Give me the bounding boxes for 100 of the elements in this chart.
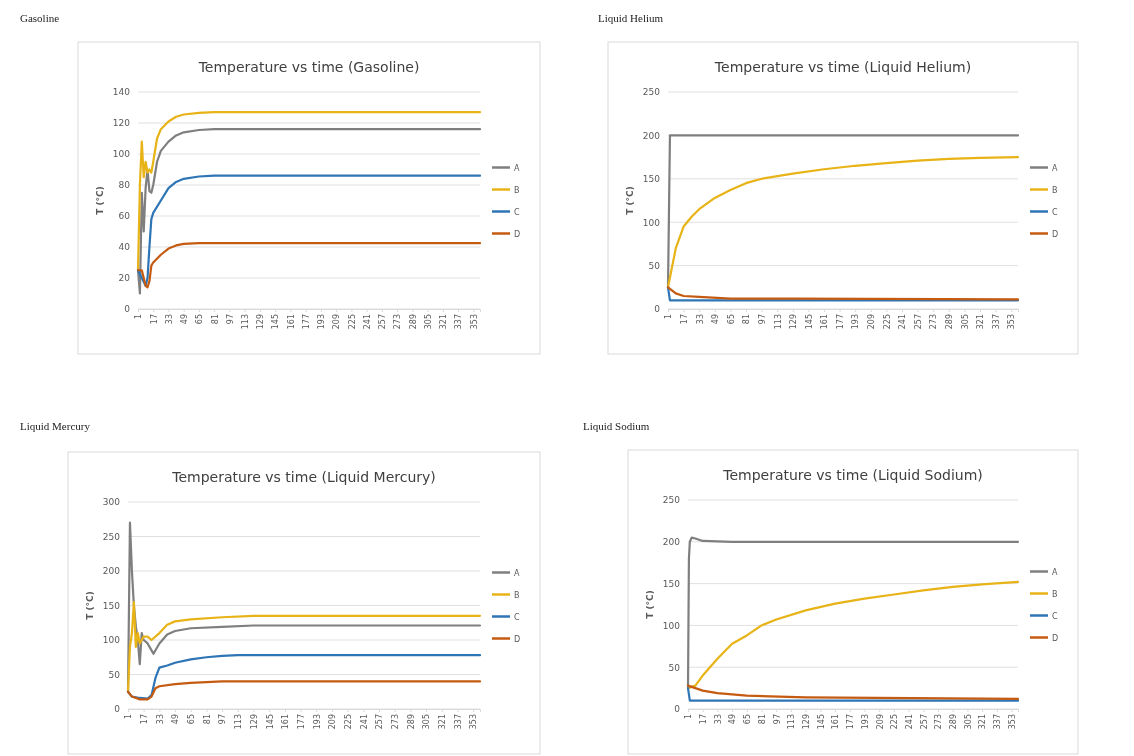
x-tick-label: 97 xyxy=(757,314,767,325)
x-tick-label: 65 xyxy=(743,714,753,725)
y-tick-label: 40 xyxy=(118,242,131,253)
y-axis-title: T (°C) xyxy=(645,590,655,619)
legend-label: D xyxy=(514,229,521,239)
x-tick-label: 241 xyxy=(904,714,914,730)
x-tick-label: 161 xyxy=(831,714,841,730)
x-tick-label: 49 xyxy=(171,714,181,725)
y-tick-label: 60 xyxy=(118,211,131,222)
x-tick-label: 225 xyxy=(882,314,892,330)
x-tick-label: 161 xyxy=(286,314,296,330)
x-tick-label: 17 xyxy=(139,714,149,725)
x-tick-label: 17 xyxy=(149,314,159,325)
x-tick-label: 273 xyxy=(929,314,939,330)
x-tick-label: 113 xyxy=(241,314,250,330)
x-tick-label: 353 xyxy=(469,714,479,730)
x-tick-label: 305 xyxy=(960,314,970,330)
x-tick-label: 305 xyxy=(422,714,432,730)
x-tick-label: 321 xyxy=(438,714,448,730)
y-tick-label: 150 xyxy=(662,578,681,589)
x-tick-label: 273 xyxy=(391,714,400,730)
y-tick-label: 300 xyxy=(102,497,121,508)
x-tick-label: 49 xyxy=(728,714,738,725)
x-tick-label: 129 xyxy=(801,714,811,730)
legend-label: B xyxy=(514,590,520,600)
x-tick-label: 337 xyxy=(454,314,464,330)
chart-title: Temperature vs time (Liquid Mercury) xyxy=(171,469,436,485)
chart-subtitle: Liquid Mercury xyxy=(20,420,91,432)
x-tick-label: 289 xyxy=(949,714,959,730)
y-tick-label: 0 xyxy=(654,304,661,315)
x-tick-label: 257 xyxy=(378,314,388,330)
x-tick-label: 145 xyxy=(816,714,826,730)
x-tick-label: 337 xyxy=(991,314,1001,330)
x-tick-label: 241 xyxy=(898,314,908,330)
x-tick-label: 161 xyxy=(820,314,830,330)
x-tick-label: 321 xyxy=(976,314,986,330)
x-tick-label: 49 xyxy=(180,314,190,325)
x-tick-label: 305 xyxy=(423,314,433,330)
x-tick-label: 1 xyxy=(664,314,674,320)
x-tick-label: 65 xyxy=(195,314,205,325)
x-tick-label: 289 xyxy=(945,314,955,330)
y-tick-label: 100 xyxy=(102,635,121,646)
line-series xyxy=(126,600,482,693)
y-tick-label: 120 xyxy=(112,118,131,129)
x-tick-label: 81 xyxy=(742,314,752,325)
y-axis-title: T (°C) xyxy=(95,186,105,215)
x-tick-label: 353 xyxy=(1007,314,1017,330)
x-tick-label: 305 xyxy=(963,714,973,730)
y-tick-label: 0 xyxy=(114,704,121,715)
y-tick-label: 0 xyxy=(124,304,131,315)
legend-label: B xyxy=(1052,185,1058,195)
y-tick-label: 200 xyxy=(642,130,661,141)
x-tick-label: 33 xyxy=(695,314,705,325)
x-tick-label: 209 xyxy=(867,314,877,330)
text: Gasoline xyxy=(20,12,60,24)
x-tick-label: 273 xyxy=(934,714,944,730)
x-tick-label: 97 xyxy=(772,714,782,725)
x-tick-label: 177 xyxy=(835,314,845,330)
x-tick-label: 193 xyxy=(312,714,322,730)
y-tick-label: 200 xyxy=(102,566,121,577)
line-series xyxy=(136,242,482,289)
x-tick-label: 177 xyxy=(296,714,306,730)
legend-label: A xyxy=(514,163,520,173)
chart-title: Temperature vs time (Liquid Sodium) xyxy=(722,467,983,483)
x-tick-label: 337 xyxy=(453,714,463,730)
y-tick-label: 20 xyxy=(118,273,131,284)
y-axis-title: T (°C) xyxy=(85,591,95,620)
x-tick-label: 177 xyxy=(846,714,856,730)
y-tick-label: 100 xyxy=(112,149,131,160)
x-tick-label: 33 xyxy=(155,714,165,725)
y-tick-label: 200 xyxy=(662,537,681,548)
x-tick-label: 81 xyxy=(210,314,220,325)
x-tick-label: 337 xyxy=(993,714,1003,730)
y-tick-label: 250 xyxy=(662,495,681,506)
y-tick-label: 250 xyxy=(642,87,661,98)
y-tick-label: 50 xyxy=(108,669,121,680)
chart-title: Temperature vs time (Gasoline) xyxy=(197,59,420,75)
x-tick-label: 65 xyxy=(187,714,197,725)
legend-label: A xyxy=(1052,567,1058,577)
y-tick-label: 50 xyxy=(668,662,681,673)
chart-subtitle: Liquid Helium xyxy=(598,12,664,24)
x-tick-label: 289 xyxy=(406,714,416,730)
x-tick-label: 65 xyxy=(726,314,736,325)
x-tick-label: 257 xyxy=(375,714,385,730)
y-tick-label: 140 xyxy=(112,87,131,98)
x-tick-label: 257 xyxy=(919,714,929,730)
x-tick-label: 17 xyxy=(699,714,709,725)
x-tick-label: 17 xyxy=(679,314,689,325)
x-tick-label: 193 xyxy=(860,714,870,730)
y-tick-label: 50 xyxy=(648,260,661,271)
x-tick-label: 353 xyxy=(1007,714,1017,730)
chart-subtitle: Liquid Sodium xyxy=(583,420,650,432)
y-tick-label: 80 xyxy=(118,180,131,191)
legend-label: D xyxy=(514,634,521,644)
x-tick-label: 113 xyxy=(234,714,244,730)
x-tick-label: 97 xyxy=(225,314,235,325)
line-series xyxy=(136,128,482,295)
x-tick-label: 81 xyxy=(202,714,212,725)
y-tick-label: 100 xyxy=(662,620,681,631)
chart-title: Temperature vs time (Liquid Helium) xyxy=(713,59,972,75)
